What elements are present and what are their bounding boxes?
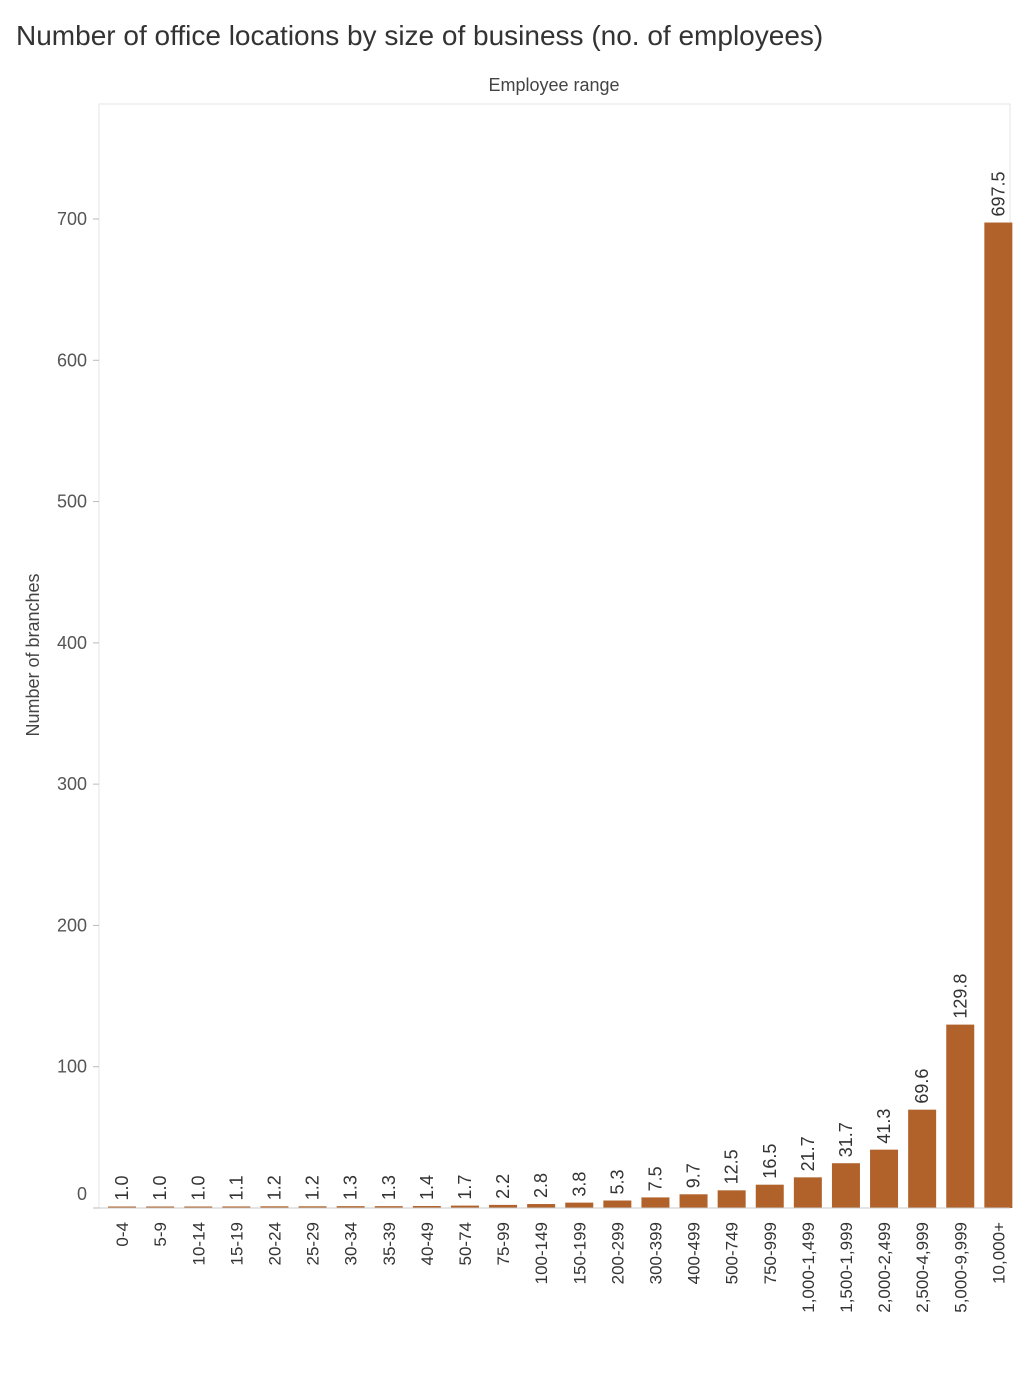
- bar: [412, 1206, 441, 1208]
- data-label: 129.8: [950, 974, 970, 1019]
- bar: [146, 1206, 175, 1208]
- y-tick-label: 300: [57, 774, 87, 794]
- data-labels: 1.0 1.0 1.0 1.1 1.2 1.2 1.3 1.3 1.4 1.7 2.2 2.8 3.8 5…: [112, 171, 1008, 1200]
- y-tick-label: 400: [57, 633, 87, 653]
- bar: [222, 1206, 251, 1208]
- data-label: 1.7: [455, 1175, 475, 1200]
- bar: [755, 1184, 784, 1208]
- x-tick-label: 30-34: [342, 1222, 361, 1265]
- bar: [946, 1024, 975, 1208]
- x-tick-label: 35-39: [380, 1222, 399, 1265]
- y-tick-label: 100: [57, 1057, 87, 1077]
- data-label: 12.5: [722, 1149, 742, 1184]
- y-tick-label: 600: [57, 350, 87, 370]
- bar: [603, 1200, 632, 1208]
- data-label: 69.6: [912, 1069, 932, 1104]
- x-tick-label: 20-24: [265, 1222, 284, 1265]
- data-label: 41.3: [874, 1109, 894, 1144]
- data-label: 1.3: [341, 1175, 361, 1200]
- x-tick-label: 5,000-9,999: [951, 1222, 970, 1313]
- bar: [717, 1190, 746, 1208]
- bar: [679, 1194, 708, 1208]
- x-tick-label: 5-9: [151, 1222, 170, 1247]
- x-tick-label: 500-749: [723, 1222, 742, 1284]
- y-axis: 0 100 200 300 400 500 600 700: [57, 209, 99, 1209]
- plot-frame: [98, 103, 1011, 1209]
- y-tick-label: 0: [77, 1184, 87, 1204]
- y-tick-label: 700: [57, 209, 87, 229]
- bar: [450, 1205, 479, 1208]
- x-axis-title: Employee range: [488, 75, 619, 95]
- x-tick-label: 2,000-2,499: [875, 1222, 894, 1313]
- data-label: 2.2: [493, 1174, 513, 1199]
- bar: [984, 222, 1013, 1208]
- bar: [908, 1109, 937, 1208]
- x-tick-label: 2,500-4,999: [913, 1222, 932, 1313]
- bars: [108, 222, 1013, 1208]
- data-label: 1.1: [226, 1175, 246, 1200]
- bar: [108, 1206, 137, 1208]
- bar: [527, 1204, 556, 1208]
- x-tick-label: 75-99: [494, 1222, 513, 1265]
- data-label: 1.2: [303, 1175, 323, 1200]
- data-label: 1.0: [150, 1175, 170, 1200]
- data-label: 16.5: [760, 1144, 780, 1179]
- bar: [298, 1206, 327, 1208]
- bar: [565, 1202, 594, 1208]
- x-tick-label: 0-4: [113, 1222, 132, 1247]
- x-tick-label: 300-399: [646, 1222, 665, 1284]
- chart-title: Number of office locations by size of bu…: [16, 20, 824, 51]
- bar: [870, 1149, 899, 1208]
- data-label: 3.8: [569, 1172, 589, 1197]
- x-tick-label: 15-19: [227, 1222, 246, 1265]
- y-tick-label: 200: [57, 915, 87, 935]
- x-tick-label: 10,000+: [989, 1222, 1008, 1284]
- x-tick-label: 150-199: [570, 1222, 589, 1284]
- x-tick-label: 1,000-1,499: [799, 1222, 818, 1313]
- y-tick-label: 500: [57, 492, 87, 512]
- data-label: 7.5: [645, 1166, 665, 1191]
- x-tick-label: 100-149: [532, 1222, 551, 1284]
- bar: [184, 1206, 213, 1208]
- data-label: 1.0: [188, 1175, 208, 1200]
- data-label: 1.3: [379, 1175, 399, 1200]
- data-label: 21.7: [798, 1136, 818, 1171]
- bar: [641, 1197, 670, 1208]
- data-label: 1.2: [264, 1175, 284, 1200]
- x-tick-label: 25-29: [304, 1222, 323, 1265]
- data-label: 9.7: [684, 1163, 704, 1188]
- data-label: 5.3: [607, 1169, 627, 1194]
- bar: [831, 1163, 860, 1208]
- x-tick-label: 50-74: [456, 1222, 475, 1265]
- bar: [489, 1204, 518, 1208]
- x-tick-label: 40-49: [418, 1222, 437, 1265]
- data-label: 1.4: [417, 1175, 437, 1200]
- data-label: 1.0: [112, 1175, 132, 1200]
- x-tick-label: 750-999: [761, 1222, 780, 1284]
- x-tick-label: 1,500-1,999: [837, 1222, 856, 1313]
- bar: [260, 1206, 289, 1208]
- bar: [793, 1177, 822, 1208]
- data-label: 697.5: [988, 171, 1008, 216]
- x-tick-label: 200-299: [608, 1222, 627, 1284]
- data-label: 31.7: [836, 1122, 856, 1157]
- x-tick-label: 10-14: [189, 1222, 208, 1265]
- y-axis-title: Number of branches: [23, 573, 43, 736]
- x-axis: 0-4 5-9 10-14 15-19 20-24 25-29 30-34 35-39 40-4…: [99, 1207, 1010, 1313]
- x-tick-label: 400-499: [685, 1222, 704, 1284]
- bar: [336, 1206, 365, 1208]
- data-label: 2.8: [531, 1173, 551, 1198]
- bar: [374, 1206, 403, 1208]
